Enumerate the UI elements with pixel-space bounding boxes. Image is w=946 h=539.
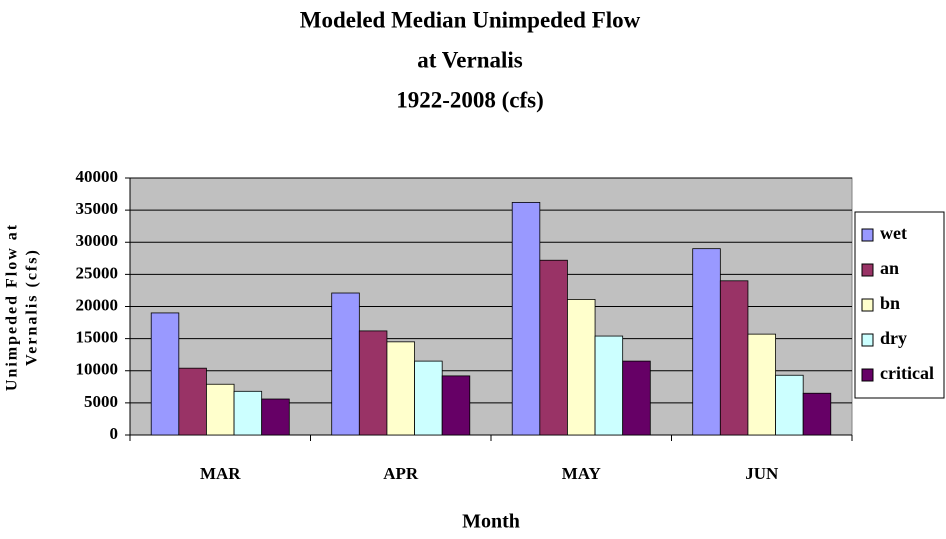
legend-label: an (880, 258, 899, 278)
chart-title: at Vernalis (417, 47, 522, 72)
legend-swatch (861, 228, 874, 242)
x-tick-label: APR (383, 464, 419, 483)
y-axis-label-line: Unimpeded Flow at (4, 223, 21, 391)
bar (261, 398, 290, 436)
bar (206, 383, 235, 436)
y-tick-label: 0 (110, 424, 119, 443)
chart-title: 1922-2008 (cfs) (396, 87, 544, 112)
y-tick-label: 15000 (76, 328, 119, 347)
bar (331, 292, 360, 436)
bar (511, 202, 541, 436)
legend-swatch (861, 298, 874, 312)
legend-swatch (861, 333, 874, 347)
x-tick-label: JUN (745, 464, 779, 483)
legend-label: critical (880, 363, 934, 383)
bar (719, 280, 749, 436)
bar (539, 259, 568, 436)
bar (692, 248, 721, 436)
legend-swatch (861, 263, 874, 277)
y-axis-label-line: Vernalis (cfs) (24, 248, 41, 366)
bar (802, 392, 832, 436)
y-tick-label: 10000 (76, 360, 119, 379)
bar (178, 367, 207, 436)
bar (747, 333, 776, 436)
legend-label: dry (880, 328, 907, 348)
y-tick-label: 5000 (84, 392, 118, 411)
y-tick-label: 30000 (76, 231, 119, 250)
bar (150, 312, 180, 436)
x-tick-label: MAY (562, 464, 601, 483)
legend-swatch (861, 368, 874, 382)
bar (441, 375, 471, 436)
bar (386, 341, 415, 436)
y-tick-label: 20000 (76, 295, 119, 314)
y-tick-label: 25000 (76, 263, 119, 282)
bar (594, 335, 624, 436)
y-tick-label: 35000 (76, 199, 119, 218)
legend-label: wet (880, 223, 907, 243)
bar (233, 390, 263, 436)
chart-title: Modeled Median Unimpeded Flow (300, 7, 641, 32)
x-axis-label: Month (462, 511, 520, 533)
bar (622, 360, 651, 436)
y-axis-label: Unimpeded Flow at Vernalis (cfs) (4, 223, 41, 391)
legend-label: bn (880, 293, 900, 313)
x-tick-label: MAR (200, 464, 241, 483)
bar (775, 374, 804, 436)
bar (567, 299, 596, 436)
y-tick-label: 40000 (76, 167, 119, 186)
bar (414, 360, 443, 436)
bar (358, 330, 388, 436)
